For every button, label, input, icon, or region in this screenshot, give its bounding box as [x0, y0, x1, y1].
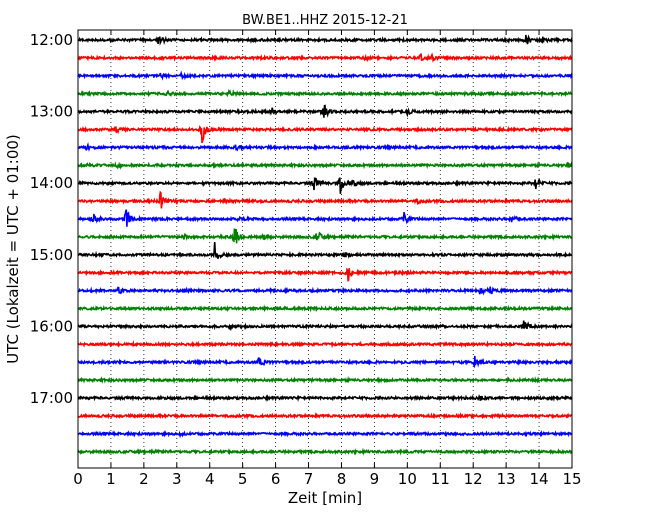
- x-axis-label: Zeit [min]: [288, 489, 362, 507]
- trace-line: [77, 52, 573, 63]
- trace-line: [77, 176, 573, 194]
- x-tick-label: 0: [73, 470, 83, 488]
- x-tick-label: 15: [562, 470, 581, 488]
- x-tick-label: 3: [172, 470, 182, 488]
- trace-line: [77, 142, 573, 152]
- chart-title: BW.BE1..HHZ 2015-12-21: [242, 13, 408, 28]
- trace-line: [77, 286, 573, 296]
- trace-line: [77, 429, 573, 439]
- trace-line: [77, 241, 573, 259]
- x-tick-label: 5: [238, 470, 248, 488]
- trace-line: [77, 104, 573, 118]
- trace-line: [77, 375, 573, 385]
- trace-line: [77, 124, 573, 144]
- x-tick-label: 12: [464, 470, 483, 488]
- trace-line: [77, 394, 573, 402]
- x-tick-label: 10: [398, 470, 417, 488]
- x-tick-label: 11: [431, 470, 450, 488]
- x-tick-label: 8: [337, 470, 347, 488]
- trace-line: [77, 88, 573, 98]
- trace-line: [77, 412, 573, 421]
- trace-line: [77, 340, 573, 349]
- trace-line: [77, 34, 573, 46]
- y-tick-label: 12:00: [30, 31, 73, 49]
- trace-line: [77, 447, 573, 456]
- trace-line: [77, 228, 573, 244]
- trace-line: [77, 355, 573, 369]
- y-axis-label: UTC (Lokalzeit = UTC + 01:00): [4, 134, 22, 364]
- x-tick-label: 14: [530, 470, 549, 488]
- y-tick-label: 17:00: [30, 389, 73, 407]
- y-tick-label: 14:00: [30, 174, 73, 192]
- y-tick-label: 15:00: [30, 246, 73, 264]
- trace-line: [77, 209, 573, 227]
- x-tick-label: 7: [304, 470, 314, 488]
- trace-line: [77, 304, 573, 313]
- x-tick-label: 1: [106, 470, 116, 488]
- y-axis: 12:00 13:00 14:00 15:00 16:00 17:00: [30, 31, 572, 407]
- trace-line: [77, 320, 573, 332]
- trace-line: [77, 190, 573, 209]
- trace-line: [77, 161, 573, 171]
- grid: [110, 30, 540, 468]
- trace-line: [77, 267, 573, 282]
- x-tick-label: 2: [139, 470, 149, 488]
- y-tick-label: 13:00: [30, 103, 73, 121]
- trace-line: [77, 70, 573, 81]
- y-tick-label: 16:00: [30, 317, 73, 335]
- x-tick-label: 6: [271, 470, 281, 488]
- x-tick-label: 4: [205, 470, 215, 488]
- plot-frame: [77, 29, 573, 469]
- trace-group: [77, 34, 573, 456]
- x-axis: 0 1 2 3 4 5 6 7 8 9 10 11 12 13 14 15: [73, 30, 582, 488]
- x-tick-label: 13: [497, 470, 516, 488]
- x-tick-label: 9: [370, 470, 380, 488]
